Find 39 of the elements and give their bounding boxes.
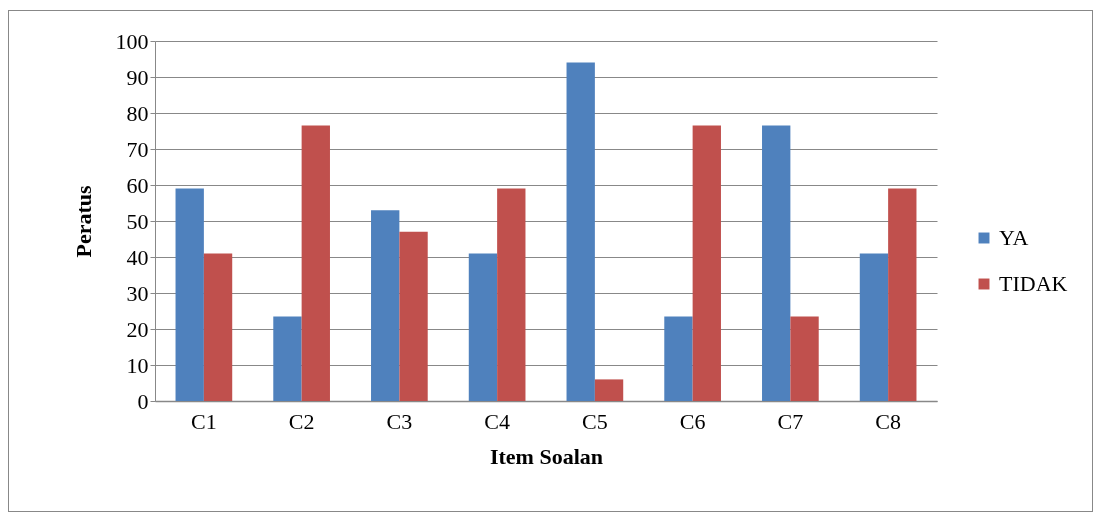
- bar: [468, 253, 498, 401]
- y-tick-label: 0: [137, 388, 149, 414]
- y-tick-label: 70: [126, 136, 149, 162]
- x-tick-label: C4: [484, 408, 510, 434]
- y-axis-title: Peratus: [70, 185, 96, 258]
- bar: [301, 125, 330, 401]
- y-tick-label: 40: [126, 244, 149, 270]
- bar: [566, 62, 595, 401]
- x-tick-label: C5: [582, 408, 608, 434]
- bar: [888, 188, 917, 401]
- y-tick-label: 30: [126, 280, 149, 306]
- bar: [692, 125, 721, 401]
- x-tick-label: C7: [777, 408, 804, 434]
- y-tick-label: 80: [126, 100, 149, 126]
- x-tick-label: C6: [679, 408, 706, 434]
- bar: [762, 125, 791, 401]
- x-tick-label: C1: [191, 408, 217, 434]
- y-tick-label: 50: [126, 208, 149, 234]
- y-tick-label: 10: [126, 352, 149, 378]
- bar: [594, 379, 624, 401]
- legend-label: TIDAK: [999, 271, 1068, 296]
- bar: [399, 231, 428, 401]
- x-axis-title: Item Soalan: [489, 443, 604, 469]
- y-tick-label: 90: [126, 64, 149, 90]
- bar: [175, 188, 204, 401]
- bar: [859, 253, 889, 401]
- y-tick-label: 20: [126, 316, 149, 342]
- legend-label: YA: [999, 225, 1029, 250]
- bar: [497, 188, 526, 401]
- bar: [664, 316, 693, 401]
- x-tick-label: C3: [386, 408, 413, 434]
- y-tick-label: 60: [126, 172, 149, 198]
- y-tick-label: 100: [115, 28, 149, 54]
- bar: [203, 253, 233, 401]
- x-tick-label: C8: [875, 408, 901, 434]
- bar: [273, 316, 302, 401]
- bar: [371, 210, 400, 401]
- bar: [790, 316, 819, 401]
- x-tick-label: C2: [288, 408, 315, 434]
